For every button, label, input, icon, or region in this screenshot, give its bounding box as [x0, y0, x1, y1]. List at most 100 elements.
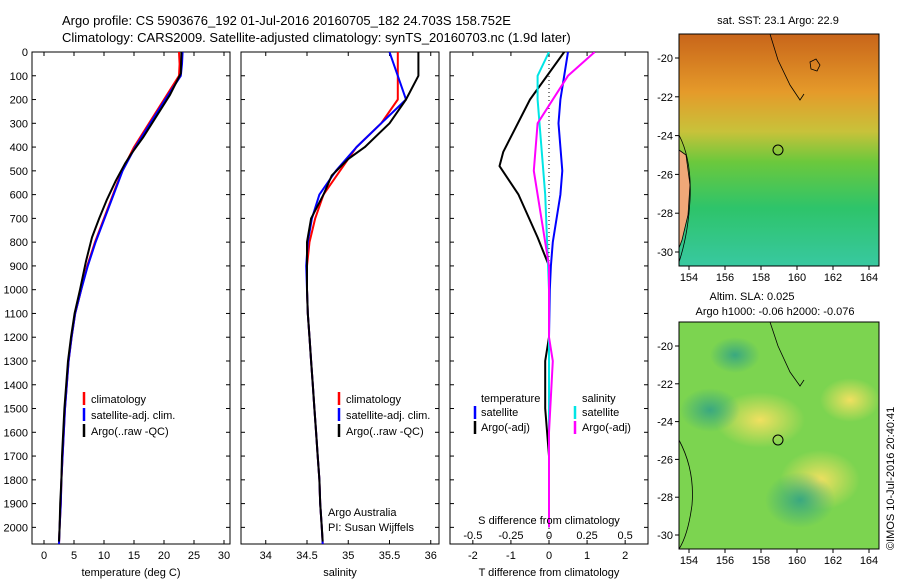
sla-high-blob	[820, 378, 880, 422]
map-y-tick-label: -24	[657, 417, 673, 429]
temperature-legend: climatology satellite-adj. clim. Argo(..…	[82, 392, 175, 438]
y-tick-label: 1000	[4, 285, 28, 297]
s-tick-label: 0.25	[576, 530, 597, 542]
x-tick-label: 10	[98, 550, 110, 562]
t-difference-xlabel: T difference from climatology	[479, 567, 620, 579]
imos-credit: ©IMOS 10-Jul-2016 20:40:41	[885, 407, 897, 550]
sst-field	[679, 34, 879, 266]
depth-axis: 0 100 200 300 400 500 600 700 800 900 1000 1100 1200…	[4, 47, 28, 534]
x-tick-label: 0	[41, 550, 47, 562]
salinity-plot: 34 34.5 35 35.5 36	[241, 51, 439, 562]
temperature-plot: 0 5 10 15 20 25 30	[32, 51, 230, 562]
salinity-panel	[240, 51, 440, 545]
coastline	[678, 439, 693, 550]
legend-label: Argo(-adj)	[481, 422, 530, 434]
map-x-tick-label: 160	[788, 555, 806, 567]
y-tick-label: 700	[10, 213, 28, 225]
map-y-tick-label: -26	[657, 454, 673, 466]
x-tick-label: 30	[218, 550, 230, 562]
legend-label: climatology	[91, 394, 147, 406]
y-tick-label: 0	[22, 47, 28, 59]
series-line-argo-adj-	[532, 52, 596, 528]
map-x-tick-label: 162	[824, 272, 842, 284]
sst-map-title: sat. SST: 23.1 Argo: 22.9	[717, 15, 839, 27]
sla-map-subtitle: Argo h1000: -0.06 h2000: -0.076	[695, 306, 854, 318]
legend-label: Argo(..raw -QC)	[346, 426, 424, 438]
sla-map-axes: 154 156 158 160 162 164 -20 -22 -24 -26 -28 -30	[657, 341, 878, 567]
sst-map-axes: 154 156 158 160 162 164 -20 -22 -24 -26 -28 -30	[657, 53, 878, 284]
y-tick-label: 800	[10, 237, 28, 249]
map-y-tick-label: -24	[657, 131, 673, 143]
map-x-tick-label: 158	[752, 272, 770, 284]
legend-header-salinity: salinity	[582, 393, 616, 405]
map-x-tick-label: 164	[860, 272, 878, 284]
map-y-tick-label: -30	[657, 247, 673, 259]
s-difference-title: S difference from climatology	[478, 515, 620, 527]
s-tick-label: -0.5	[463, 530, 482, 542]
legend-label: satellite	[481, 407, 518, 419]
legend-label: satellite-adj. clim.	[346, 410, 430, 422]
header-line1: Argo profile: CS 5903676_192 01-Jul-2016…	[62, 13, 511, 28]
map-x-tick-label: 154	[680, 272, 698, 284]
legend-header-temperature: temperature	[481, 393, 540, 405]
y-tick-label: 1300	[4, 356, 28, 368]
difference-legend: temperature salinity satellite Argo(-adj…	[473, 393, 631, 434]
x-tick-label: 34.5	[296, 550, 317, 562]
sla-map	[678, 321, 880, 550]
y-tick-label: 600	[10, 190, 28, 202]
x-tick-label: 15	[128, 550, 140, 562]
coastline	[678, 134, 691, 263]
legend-label: Argo(-adj)	[582, 422, 631, 434]
map-y-tick-label: -28	[657, 208, 673, 220]
argo-australia-note: Argo Australia	[328, 507, 397, 519]
x-tick-label: 36	[425, 550, 437, 562]
y-tick-label: 1400	[4, 380, 28, 392]
series-group	[498, 52, 596, 528]
x-tick-label: 35	[342, 550, 354, 562]
y-tick-label: 100	[10, 71, 28, 83]
sla-low-blob	[710, 337, 760, 373]
reef-outline	[769, 33, 805, 101]
s-difference-ticks: -0.5 -0.25 0 0.25 0.5	[463, 530, 632, 542]
salinity-xlabel: salinity	[323, 567, 357, 579]
x-tick-label: -1	[506, 550, 516, 562]
legend-label: satellite-adj. clim.	[91, 410, 175, 422]
legend-label: satellite	[582, 407, 619, 419]
series-group	[305, 52, 420, 544]
temperature-xlabel: temperature (deg C)	[81, 567, 180, 579]
x-tick-label: 25	[188, 550, 200, 562]
y-tick-label: 1500	[4, 404, 28, 416]
y-tick-label: 1200	[4, 332, 28, 344]
map-x-tick-label: 154	[680, 555, 698, 567]
y-tick-label: 1800	[4, 475, 28, 487]
y-tick-label: 400	[10, 142, 28, 154]
x-tick-label: 2	[622, 550, 628, 562]
x-tick-label: 0	[546, 550, 552, 562]
y-tick-label: 200	[10, 95, 28, 107]
map-x-tick-label: 164	[860, 555, 878, 567]
sla-low-blob	[765, 472, 835, 528]
y-tick-label: 1700	[4, 451, 28, 463]
float-location-marker	[772, 434, 784, 446]
map-y-tick-label: -20	[657, 341, 673, 353]
series-line-satellite	[536, 52, 550, 528]
map-x-tick-label: 162	[824, 555, 842, 567]
sst-map	[678, 33, 880, 267]
sla-low-blob	[680, 388, 740, 432]
map-y-tick-label: -30	[657, 530, 673, 542]
legend-label: climatology	[346, 394, 402, 406]
x-tick-label: 35.5	[379, 550, 400, 562]
pi-note: PI: Susan Wijffels	[328, 522, 414, 534]
y-tick-label: 1900	[4, 499, 28, 511]
temperature-panel	[31, 51, 231, 545]
map-x-tick-label: 160	[788, 272, 806, 284]
map-x-tick-label: 156	[716, 272, 734, 284]
series-line-argo-raw-qc-	[306, 52, 420, 542]
s-tick-label: -0.25	[498, 530, 523, 542]
map-y-tick-label: -22	[657, 92, 673, 104]
series-group	[58, 52, 184, 544]
map-x-tick-label: 158	[752, 555, 770, 567]
y-tick-label: 1100	[4, 308, 28, 320]
series-line-argo-raw-qc-	[58, 52, 183, 542]
